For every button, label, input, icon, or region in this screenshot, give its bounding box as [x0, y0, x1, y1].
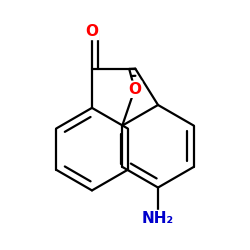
Text: O: O [128, 82, 141, 97]
Text: NH₂: NH₂ [142, 211, 174, 226]
Text: O: O [86, 24, 98, 39]
